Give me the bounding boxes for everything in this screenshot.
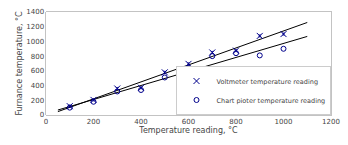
svg-text:600: 600 bbox=[31, 67, 44, 75]
svg-text:Furnance temperature, °C: Furnance temperature, °C bbox=[15, 11, 24, 116]
svg-text:Chart pioter temperature readi: Chart pioter temperature reading bbox=[217, 97, 326, 105]
svg-text:1200: 1200 bbox=[26, 23, 44, 31]
svg-text:1200: 1200 bbox=[322, 118, 340, 126]
svg-text:Temperature reading, °C: Temperature reading, °C bbox=[138, 126, 238, 135]
svg-text:400: 400 bbox=[31, 82, 44, 90]
svg-text:1400: 1400 bbox=[26, 8, 44, 16]
svg-text:800: 800 bbox=[31, 53, 44, 61]
svg-text:200: 200 bbox=[31, 97, 44, 105]
svg-text:1000: 1000 bbox=[26, 38, 44, 46]
svg-text:1000: 1000 bbox=[275, 118, 293, 126]
svg-text:600: 600 bbox=[182, 118, 195, 126]
svg-text:800: 800 bbox=[229, 118, 242, 126]
svg-text:0: 0 bbox=[44, 118, 48, 126]
svg-text:0: 0 bbox=[40, 111, 44, 119]
svg-text:400: 400 bbox=[134, 118, 147, 126]
svg-text:200: 200 bbox=[87, 118, 100, 126]
svg-text:Voltmeter temperature reading: Voltmeter temperature reading bbox=[217, 78, 319, 86]
